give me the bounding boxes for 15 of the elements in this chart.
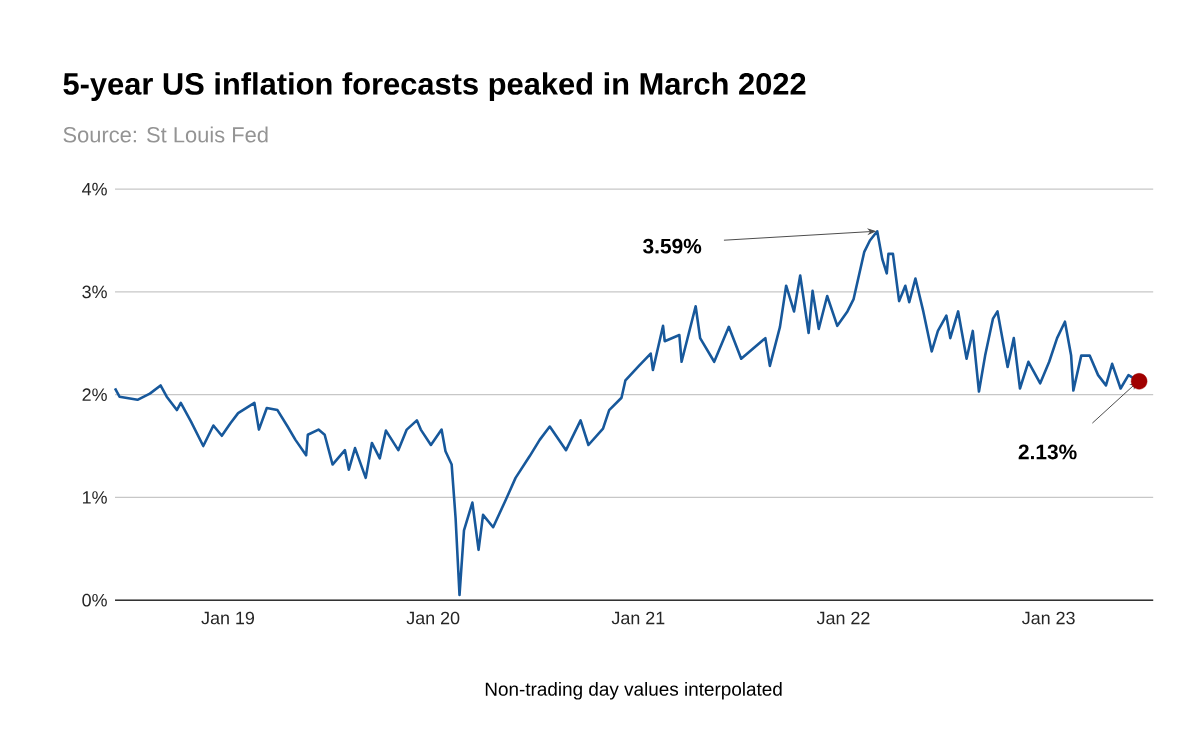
annotation: 2.13% [1018, 444, 1077, 460]
chart-subtitle: Source: St Louis Fed [63, 126, 268, 143]
x-tick-label: Jan 23 [1022, 611, 1075, 625]
annotation: 3.59% [643, 239, 702, 254]
chart-title: 5-year US inflation forecasts peaked in March 2022 [63, 72, 806, 102]
x-tick-label: Jan 20 [406, 611, 460, 625]
y-tick-label: 4% [82, 183, 107, 196]
y-tick-label: 0% [82, 594, 107, 607]
text: Non-trading day values interpolated [485, 682, 782, 700]
y-tick-label: 3% [82, 285, 107, 299]
x-tick-label: Jan 21 [611, 611, 665, 625]
x-tick-label: Jan 22 [816, 611, 870, 625]
y-tick-label: 2% [82, 388, 107, 402]
y-tick-label: 1% [82, 491, 107, 504]
x-tick-label: Jan 19 [201, 611, 255, 625]
